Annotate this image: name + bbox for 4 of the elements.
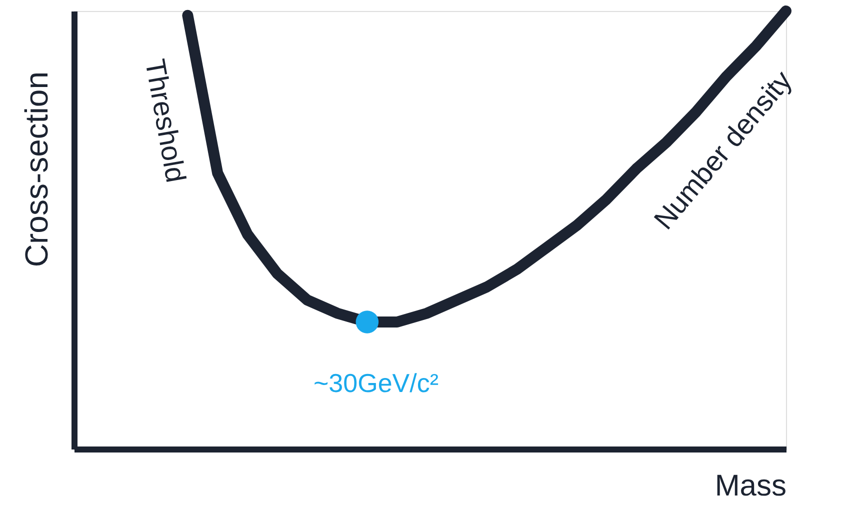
annotation: Threshold (139, 56, 192, 185)
x-axis-title: Mass (714, 470, 786, 502)
y-axis-title: Cross-section (18, 72, 54, 268)
annotation: ~30GeV/c² (313, 368, 439, 398)
